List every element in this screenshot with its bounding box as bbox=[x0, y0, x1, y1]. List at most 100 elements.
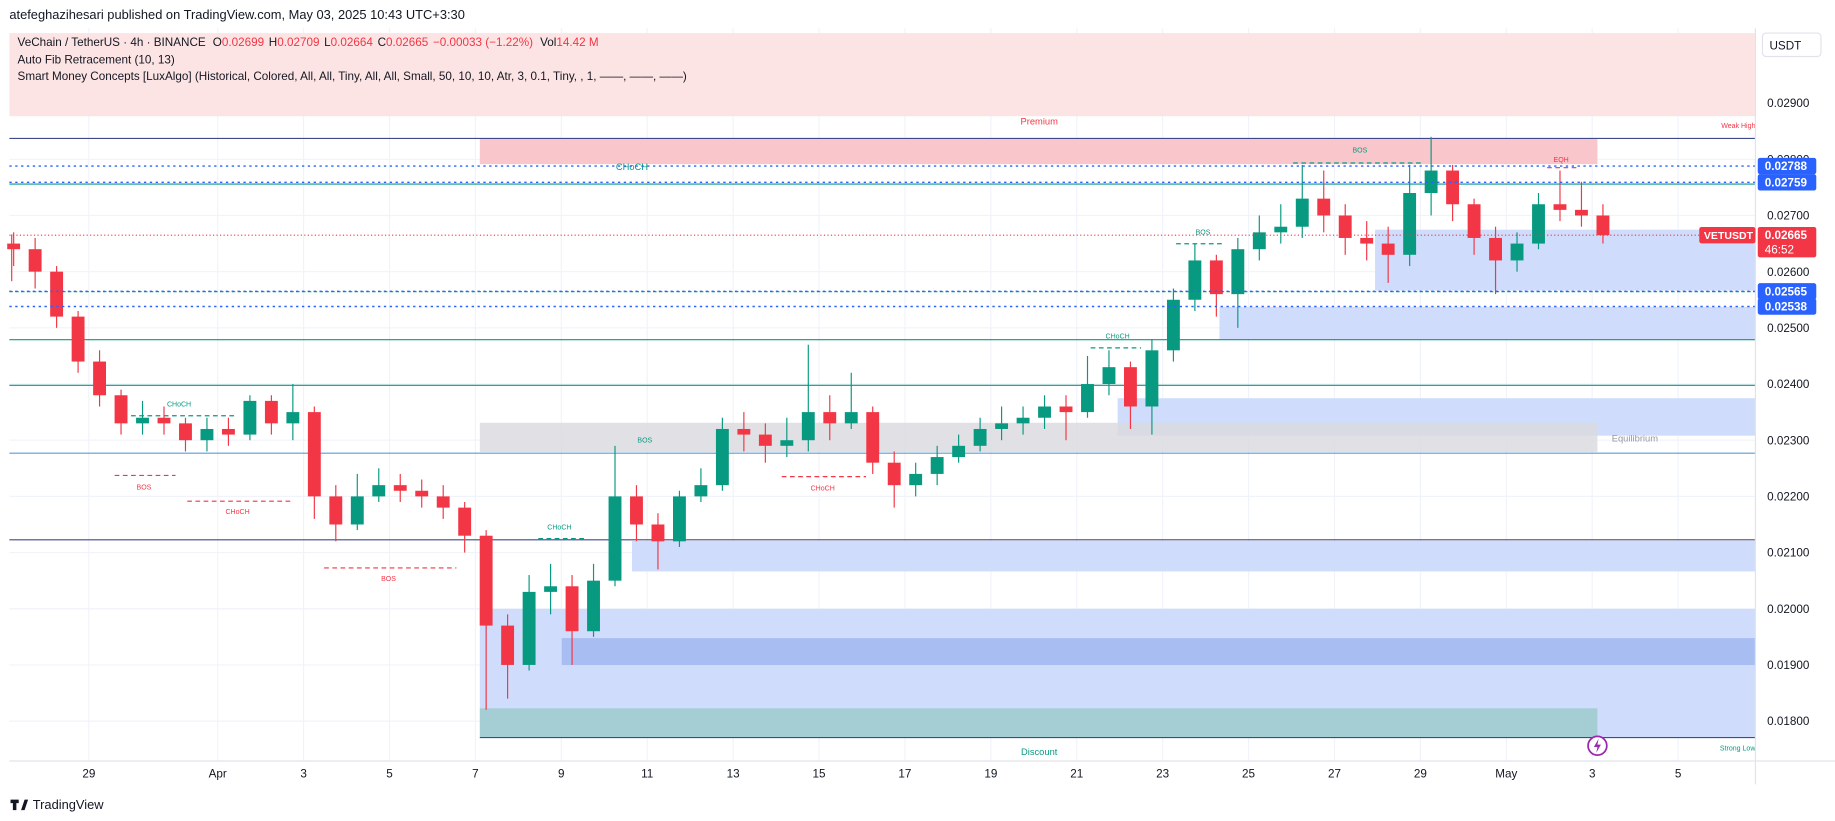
x-tick-label: 21 bbox=[1070, 767, 1083, 780]
current-price-box bbox=[1757, 226, 1817, 258]
y-tick-label: 0.02500 bbox=[1767, 322, 1810, 335]
annotation: CHoCH bbox=[167, 401, 191, 408]
x-tick-label: 11 bbox=[641, 767, 653, 780]
candle-body bbox=[221, 428, 235, 435]
candle-body bbox=[1446, 170, 1460, 205]
annotation: Premium bbox=[1020, 116, 1058, 126]
candle-body bbox=[501, 625, 515, 665]
candle-body bbox=[179, 423, 192, 441]
o-value: 0.02699 bbox=[222, 36, 264, 49]
h-label: H bbox=[269, 36, 277, 49]
candle-body bbox=[1295, 198, 1309, 227]
change: −0.00033 (−1.22%) bbox=[433, 36, 533, 49]
candle-body bbox=[544, 586, 558, 592]
candles bbox=[7, 136, 1756, 710]
candle-body bbox=[372, 485, 386, 497]
candle-body bbox=[50, 271, 64, 317]
candle-body bbox=[587, 580, 600, 632]
candle-body bbox=[1059, 406, 1073, 413]
current-price-label: 0.02665 bbox=[1765, 229, 1808, 242]
candle-body bbox=[844, 412, 858, 424]
x-tick-label: 17 bbox=[898, 767, 911, 780]
legend-line: VeChain / TetherUS · 4h · BINANCE O0.0269… bbox=[18, 36, 599, 49]
candle-body bbox=[1209, 260, 1223, 295]
currency[interactable]: USDT bbox=[1769, 39, 1801, 52]
symbol-label: VETUSDT bbox=[1704, 230, 1754, 242]
indicator[interactable]: Auto Fib Retracement (10, 13) bbox=[18, 54, 175, 67]
x-tick-label: May bbox=[1495, 767, 1517, 780]
annotation: CHoCH bbox=[547, 524, 571, 531]
candle-body bbox=[694, 485, 708, 497]
candle-body bbox=[286, 412, 300, 424]
x-tick-label: 9 bbox=[558, 767, 565, 780]
x-tick-label: 7 bbox=[472, 767, 479, 780]
annotation: CHoCH bbox=[616, 162, 648, 172]
countdown: 46:52 bbox=[1765, 243, 1794, 256]
annotation: Equilibrium bbox=[1612, 434, 1658, 444]
l-label: L bbox=[324, 36, 331, 49]
y-tick-label: 0.02700 bbox=[1767, 210, 1810, 223]
y-tick-label: 0.02600 bbox=[1767, 266, 1810, 279]
candle-body bbox=[393, 485, 407, 491]
annotations: Premium Weak High CHoCH BOS EQH BOS CHoC… bbox=[137, 116, 1757, 757]
candle-body bbox=[93, 361, 107, 396]
candle-body bbox=[1188, 260, 1202, 300]
price-label-box bbox=[1757, 174, 1817, 191]
candle-body bbox=[307, 412, 321, 497]
indicator[interactable]: Smart Money Concepts [LuxAlgo] (Historic… bbox=[18, 70, 687, 83]
price-label: 0.02565 bbox=[1765, 285, 1808, 298]
x-tick-label: 5 bbox=[386, 767, 393, 780]
candle-body bbox=[136, 417, 149, 424]
candle-body bbox=[801, 412, 815, 441]
price-label: 0.02538 bbox=[1765, 301, 1808, 314]
structure-lines bbox=[114, 162, 1580, 569]
candle-body bbox=[672, 496, 686, 542]
candle-body bbox=[1532, 204, 1545, 244]
annotation: CHoCH bbox=[811, 486, 835, 493]
candle-body bbox=[565, 586, 579, 632]
premium-zone bbox=[9, 33, 1756, 117]
symbol: VeChain / TetherUS · 4h · BINANCE bbox=[18, 36, 206, 49]
candle-body bbox=[264, 400, 278, 424]
candle-body bbox=[1575, 209, 1588, 216]
y-tick-label: 0.02400 bbox=[1767, 378, 1810, 391]
c-value: 0.02665 bbox=[386, 36, 429, 49]
event-icon-bolt bbox=[1593, 738, 1601, 753]
candle-body bbox=[415, 490, 429, 497]
candle-body bbox=[157, 417, 171, 424]
candle-body bbox=[952, 445, 966, 458]
annotation: BOS bbox=[381, 576, 396, 583]
logo[interactable]: TradingView bbox=[33, 797, 104, 812]
y-tick-label: 0.02900 bbox=[1767, 97, 1810, 110]
candle-body bbox=[780, 440, 794, 446]
price-label-box bbox=[1757, 283, 1817, 300]
x-tick-label: 29 bbox=[1414, 767, 1427, 780]
price-label: 0.02759 bbox=[1765, 176, 1808, 189]
x-tick-label: 29 bbox=[82, 767, 95, 780]
currency-button[interactable] bbox=[1761, 32, 1822, 58]
candle-body bbox=[1231, 249, 1245, 295]
candle-body bbox=[1403, 193, 1417, 255]
y-tick-label: 0.02000 bbox=[1767, 603, 1810, 616]
candle-body bbox=[1081, 384, 1094, 413]
x-tick-label: 3 bbox=[1589, 767, 1596, 780]
discount-zone bbox=[479, 708, 1598, 738]
order-block bbox=[1375, 229, 1756, 291]
x-tick-label: 13 bbox=[727, 767, 740, 780]
x-tick-label: 15 bbox=[813, 767, 827, 780]
annotation: Strong Low bbox=[1720, 745, 1756, 752]
x-tick-label: 5 bbox=[1675, 767, 1682, 780]
candle-body bbox=[522, 591, 536, 665]
candle-body bbox=[651, 524, 665, 542]
candle-body bbox=[71, 316, 85, 362]
candle-body bbox=[1145, 350, 1159, 407]
annotation: CHoCH bbox=[1106, 334, 1130, 341]
candle-body bbox=[7, 243, 21, 250]
candle-body bbox=[1489, 237, 1502, 261]
candle-body bbox=[200, 428, 214, 441]
y-tick-label: 0.02100 bbox=[1767, 547, 1810, 560]
candle-body bbox=[1467, 204, 1481, 238]
annotation: Weak High bbox=[1721, 123, 1755, 130]
candle-body bbox=[1360, 237, 1374, 244]
